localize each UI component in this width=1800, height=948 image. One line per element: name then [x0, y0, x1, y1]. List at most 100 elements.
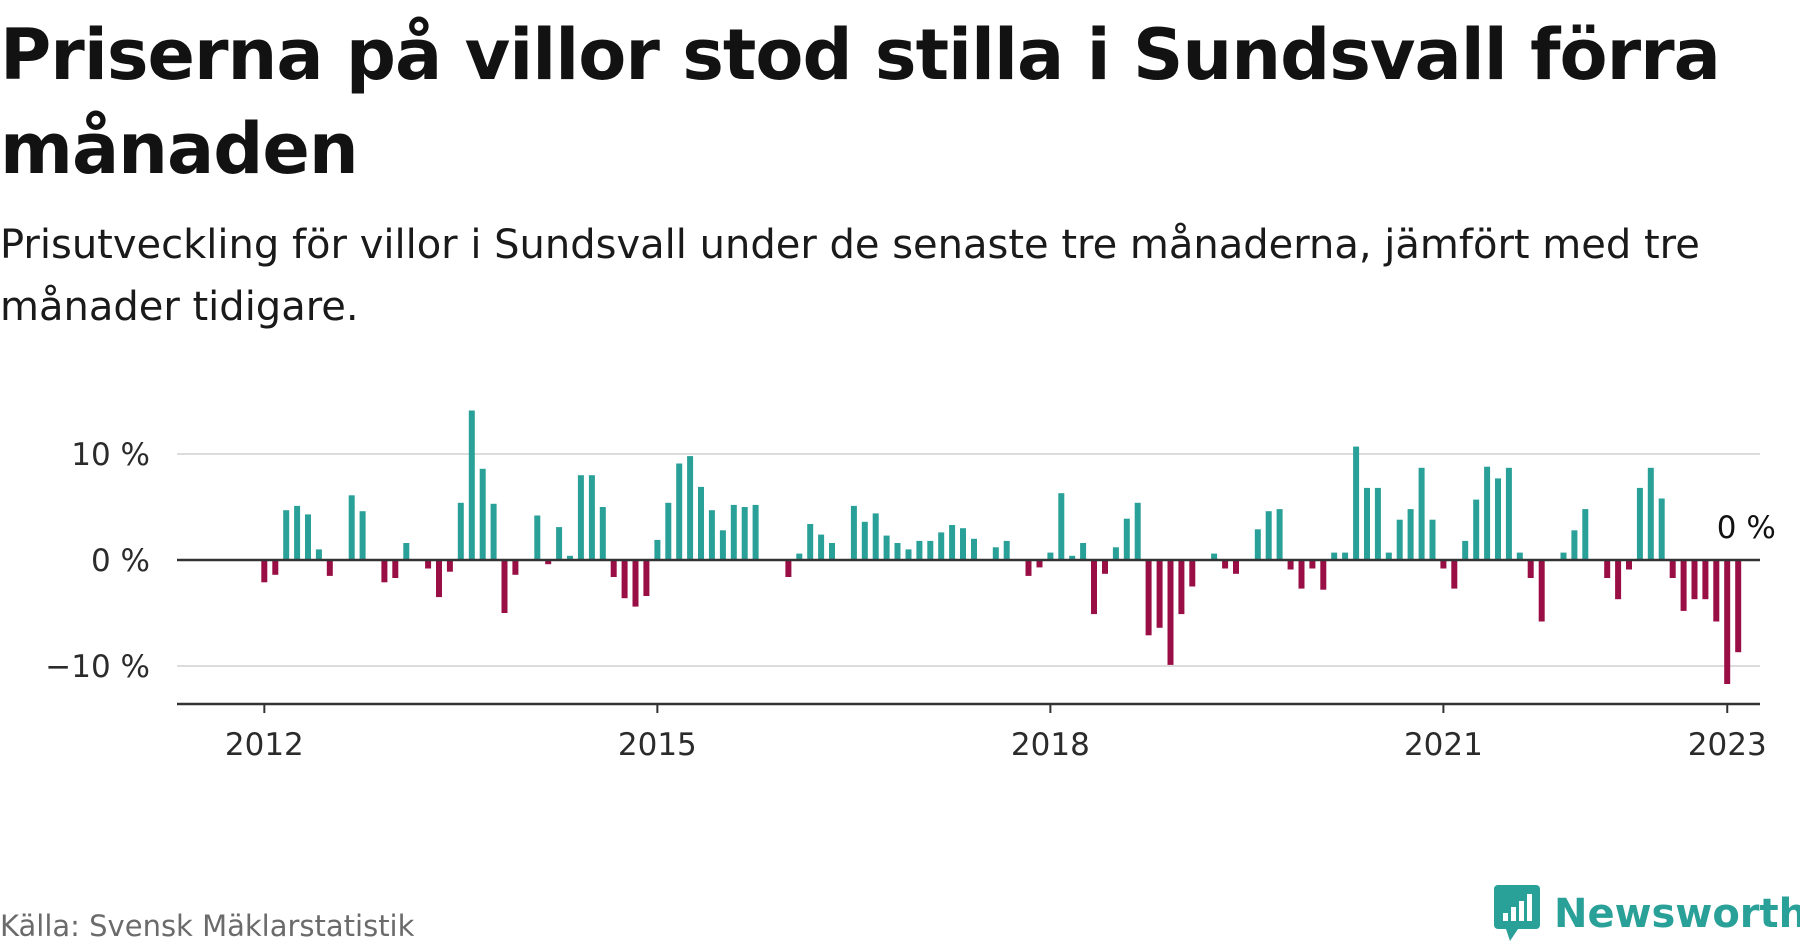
- bar-series: [261, 410, 1742, 684]
- bar: [1680, 560, 1687, 611]
- bar: [1527, 560, 1534, 578]
- bar: [1069, 555, 1076, 560]
- bar: [708, 510, 715, 560]
- bar: [719, 530, 726, 560]
- bar: [381, 560, 388, 583]
- bar: [894, 543, 901, 560]
- bar: [272, 560, 279, 575]
- bar: [1582, 509, 1589, 560]
- bar: [1134, 502, 1141, 560]
- bar: [425, 560, 432, 569]
- bar: [1484, 466, 1491, 560]
- bar: [1145, 560, 1152, 636]
- bar: [446, 560, 453, 572]
- bar: [1636, 487, 1643, 560]
- bar: [490, 503, 497, 560]
- bar: [315, 549, 322, 560]
- bar: [1080, 543, 1087, 560]
- bar: [1167, 560, 1174, 665]
- bar: [1702, 560, 1709, 600]
- bar: [850, 505, 857, 560]
- bar: [1571, 530, 1578, 560]
- bar: [883, 535, 890, 560]
- bar: [588, 475, 595, 560]
- bar: [567, 555, 573, 560]
- y-tick-label: 0 %: [91, 543, 150, 579]
- bar: [1505, 467, 1512, 560]
- bar: [1211, 553, 1218, 560]
- bar: [577, 475, 584, 560]
- bar: [1396, 519, 1403, 560]
- bar: [938, 532, 945, 560]
- brand-name: Newsworthy: [1554, 891, 1800, 937]
- bar: [676, 463, 683, 560]
- bar: [698, 486, 704, 560]
- x-tick-label: 2023: [1688, 727, 1767, 763]
- bar: [1385, 552, 1392, 560]
- y-tick-label: −10 %: [45, 649, 150, 685]
- bar: [1473, 499, 1480, 560]
- bar: [1222, 560, 1229, 569]
- bar: [1254, 529, 1261, 560]
- bar: [1647, 467, 1654, 560]
- bar: [501, 560, 508, 613]
- bar: [1353, 446, 1360, 560]
- bar: [1713, 560, 1720, 622]
- bar: [403, 543, 410, 560]
- x-tick-label: 2018: [1011, 727, 1090, 763]
- bar: [621, 560, 628, 599]
- bar: [1189, 560, 1196, 587]
- bar: [1429, 519, 1436, 560]
- bar: [1538, 560, 1545, 622]
- x-tick-label: 2021: [1404, 727, 1483, 763]
- bar: [1560, 552, 1567, 560]
- bar: [916, 540, 923, 560]
- bar: [1178, 560, 1185, 615]
- bar: [807, 524, 814, 560]
- bar: [796, 553, 803, 560]
- x-tick-label: 2015: [618, 727, 697, 763]
- bar: [1091, 560, 1097, 615]
- axes: [177, 558, 1760, 713]
- bar: [1516, 552, 1523, 560]
- bar: [1287, 560, 1294, 570]
- bar: [479, 468, 486, 560]
- bar: [1276, 509, 1283, 560]
- bar: [927, 540, 934, 560]
- bar: [1735, 560, 1742, 653]
- bar: [512, 560, 519, 575]
- bar: [1658, 498, 1665, 560]
- chart-title: Priserna på villor stod stilla i Sundsva…: [0, 14, 1721, 190]
- bar: [534, 515, 541, 560]
- bar: [861, 521, 868, 560]
- bar: [545, 560, 552, 565]
- bar: [1102, 560, 1108, 574]
- bar: [1298, 560, 1305, 589]
- bar: [730, 504, 737, 560]
- bar: [1331, 552, 1338, 560]
- bar: [283, 510, 290, 560]
- bar: [752, 504, 759, 560]
- bar: [992, 547, 999, 560]
- bar: [1003, 540, 1010, 560]
- bar: [610, 560, 617, 577]
- newsworthy-logo-icon: [1494, 885, 1540, 941]
- bar: [643, 560, 650, 596]
- bar: [392, 560, 399, 578]
- bar: [436, 560, 442, 598]
- bar: [1495, 478, 1501, 560]
- x-tick-label: 2012: [225, 727, 304, 763]
- bar: [1320, 560, 1327, 590]
- bar: [1123, 518, 1130, 560]
- y-tick-label: 10 %: [71, 437, 150, 473]
- bar: [1309, 560, 1316, 569]
- bar: [971, 538, 977, 560]
- bar: [632, 560, 639, 607]
- bar: [1036, 560, 1043, 568]
- bar: [1691, 560, 1698, 600]
- bar: [457, 502, 464, 560]
- bar: [1462, 540, 1469, 560]
- bar: [960, 528, 966, 560]
- grid-lines: [177, 453, 1760, 667]
- bar: [1025, 560, 1032, 576]
